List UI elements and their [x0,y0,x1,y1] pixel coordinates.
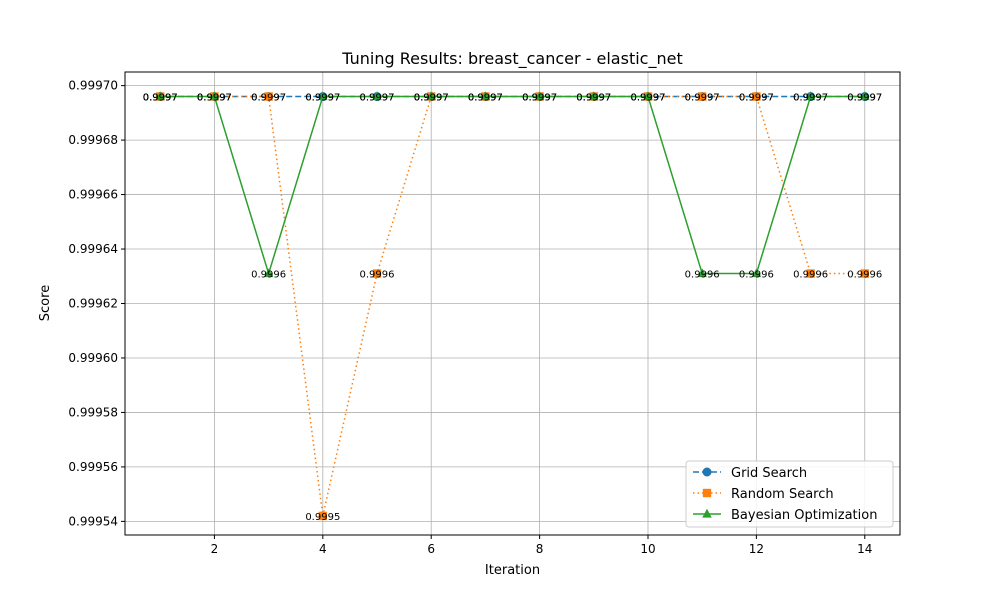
data-point [155,91,166,101]
data-point [643,91,653,101]
data-point [480,91,491,101]
data-point [752,92,761,101]
axes: 2 4 6 8 10 12 14 0.99954 0.99956 0.99958 0.99960 0.… [68,79,872,556]
data-label: 0.9997 [793,93,828,104]
legend-entry: Bayesian Optimization [693,508,877,523]
data-point [697,92,707,101]
data-point [697,268,707,278]
data-label: 0.9997 [143,93,178,104]
x-tick-label: 8 [536,542,544,556]
data-point [751,268,762,278]
data-point [372,269,382,278]
chart-title: Tuning Results: breast_cancer - elastic_… [341,49,682,69]
data-label: 0.9996 [685,270,720,281]
data-point [805,91,816,101]
x-tick-label: 14 [857,542,872,556]
data-point [534,91,545,101]
plot-area: 0.99970.99970.99970.99970.99970.99970.99… [143,91,882,523]
x-tick-label: 6 [427,542,435,556]
legend-entry: Grid Search [693,466,807,481]
data-label: 0.9996 [251,270,286,281]
legend-label: Bayesian Optimization [731,508,877,523]
legend-entry: Random Search [693,487,834,502]
data-label: 0.9997 [468,93,503,104]
data-point [318,91,328,101]
data-label: 0.9996 [360,270,395,281]
y-tick-label: 0.99968 [68,133,118,147]
y-tick-label: 0.99966 [68,188,118,202]
data-label: 0.9997 [360,93,395,104]
legend-label: Grid Search [731,466,807,481]
legend-marker [702,488,712,498]
grid [125,72,900,535]
data-label: 0.9996 [847,270,882,281]
y-tick-label: 0.99970 [68,79,118,93]
series-random-search: 0.99970.99970.99970.99950.99960.99970.99… [143,92,882,523]
data-label: 0.9997 [197,93,232,104]
y-tick-label: 0.99958 [68,405,118,419]
legend-marker [702,467,712,477]
data-label: 0.9997 [685,93,720,104]
x-axis-label: Iteration [485,563,540,578]
legend: Grid Search Random Search Bayesian Optimiz… [685,460,894,528]
legend-marker [702,508,712,518]
data-label: 0.9997 [522,93,557,104]
x-tick-label: 2 [211,542,219,556]
data-label: 0.9997 [251,93,286,104]
y-tick-label: 0.99956 [68,460,118,474]
data-point [372,91,382,101]
data-point [859,91,870,101]
data-label: 0.9997 [739,93,774,104]
data-point [860,269,869,278]
data-point [426,91,437,101]
data-label: 0.9997 [414,93,449,104]
y-tick-label: 0.99964 [68,242,118,256]
x-tick-label: 12 [749,542,764,556]
data-point [209,91,220,101]
data-label: 0.9995 [305,512,340,523]
legend-label: Random Search [731,487,834,502]
data-label: 0.9996 [793,270,828,281]
data-point [588,91,599,101]
series-line [160,95,865,517]
data-label: 0.9997 [305,93,340,104]
y-tick-label: 0.99962 [68,297,118,311]
data-label: 0.9997 [576,93,611,104]
x-tick-label: 4 [319,542,327,556]
y-tick-label: 0.99960 [68,351,118,365]
series-line [160,95,865,277]
data-point [263,268,274,278]
data-label: 0.9997 [630,93,665,104]
legend-box [685,460,894,528]
y-tick-label: 0.99954 [68,514,118,528]
series-bayesian-optimization: 0.9997 0.9997 0.9996 0.9997 0.9997 0.9997 0.99… [143,91,882,281]
data-point [264,92,273,101]
x-tick-label: 10 [640,542,655,556]
data-label: 0.9996 [739,270,774,281]
data-label: 0.9997 [847,93,882,104]
data-point [318,511,328,521]
data-point [806,269,815,278]
y-axis-label: Score [38,285,53,321]
